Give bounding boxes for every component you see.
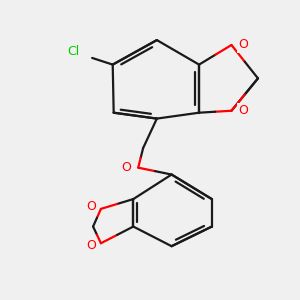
Text: O: O [238,38,248,52]
Text: Cl: Cl [67,45,80,58]
Text: O: O [86,200,96,213]
Text: O: O [86,239,96,252]
Text: O: O [122,161,131,174]
Text: O: O [238,104,248,117]
